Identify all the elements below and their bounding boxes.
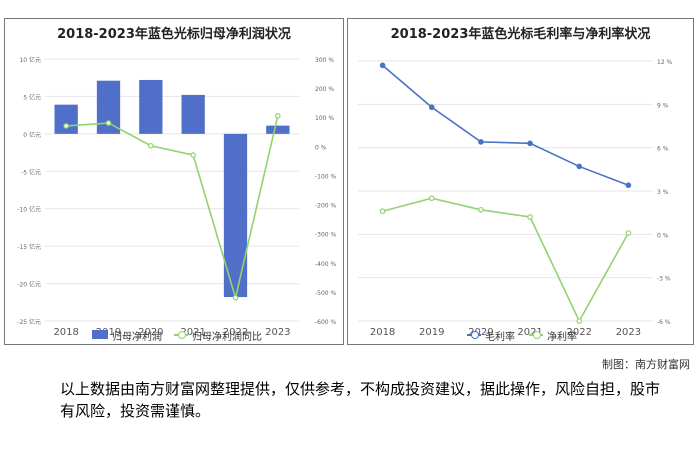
point-gross-margin bbox=[478, 139, 484, 145]
x-tick-label: 2018 bbox=[53, 327, 78, 338]
y-left-tick-label: -20 亿元 bbox=[17, 281, 41, 289]
y-left-tick-label: 0 亿元 bbox=[23, 131, 41, 139]
y-right-tick-label: 3 % bbox=[657, 189, 669, 196]
y-right-tick-label: 0 % bbox=[315, 144, 327, 151]
legend-marker-net bbox=[533, 331, 541, 339]
bar-profit bbox=[96, 80, 121, 134]
point-yoy bbox=[105, 120, 112, 126]
legend-label-yoy: 归母净利润同比 bbox=[192, 332, 262, 343]
point-net-margin bbox=[478, 206, 484, 213]
x-tick-label: 2018 bbox=[370, 327, 395, 338]
y-left-tick-label: -5 亿元 bbox=[21, 168, 41, 176]
y-right-tick-label: 0 % bbox=[657, 232, 669, 239]
y-right-tick-label: -200 % bbox=[315, 203, 337, 210]
x-tick-label: 2023 bbox=[616, 327, 641, 338]
chart-credit: 制图：南方财富网 bbox=[602, 358, 690, 371]
left-chart-title: 2018-2023年蓝色光标归母净利润状况 bbox=[57, 27, 291, 42]
legend-marker-line bbox=[178, 331, 186, 339]
y-left-tick-label: -15 亿元 bbox=[17, 243, 41, 251]
y-right-tick-label: -300 % bbox=[315, 232, 337, 239]
x-tick-label: 2020 bbox=[138, 327, 163, 338]
bar-profit bbox=[223, 133, 248, 298]
legend-swatch-bar bbox=[92, 330, 108, 339]
bar-profit bbox=[139, 79, 163, 134]
y-right-tick-label: -6 % bbox=[657, 319, 671, 326]
point-yoy bbox=[63, 123, 69, 129]
left-chart-svg: 10 亿元 5 亿元 0 亿元 -5 亿元 -10 亿元 -15 亿元 -20 亿元 -25 … bbox=[17, 56, 337, 338]
legend-label-net: 净利率 bbox=[547, 332, 577, 343]
y-right-tick-label: -100 % bbox=[315, 173, 337, 180]
left-chart-panel: 2018-2023年蓝色光标归母净利润状况 10 亿元 5 亿元 0 亿元 -5 亿元… bbox=[4, 18, 344, 345]
y-left-tick-label: -10 亿元 bbox=[17, 206, 41, 214]
point-net-margin bbox=[527, 214, 533, 220]
x-tick-label: 2021 bbox=[180, 327, 205, 338]
x-tick-label: 2023 bbox=[265, 327, 290, 338]
bar-profit bbox=[266, 125, 290, 134]
y-right-tick-label: 300 % bbox=[315, 57, 334, 64]
point-yoy bbox=[190, 152, 196, 158]
legend-label-profit: 归母净利润 bbox=[112, 332, 162, 343]
x-tick-label: 2022 bbox=[567, 327, 592, 338]
disclaimer-text: 以上数据由南方财富网整理提供，仅供参考，不构成投资建议，据此操作，风险自担，股市… bbox=[60, 380, 661, 420]
point-net-margin bbox=[625, 230, 632, 236]
point-net-margin bbox=[379, 208, 386, 215]
y-right-tick-label: -600 % bbox=[315, 319, 337, 326]
point-yoy bbox=[275, 112, 281, 119]
x-tick-label: 2021 bbox=[517, 327, 542, 338]
right-chart-svg: 12 % 9 % 6 % 3 % 0 % -3 % -6 % 2018 2019 2020 2021… bbox=[358, 59, 673, 338]
point-gross-margin bbox=[576, 163, 583, 170]
y-right-tick-label: 9 % bbox=[657, 102, 669, 109]
line-gross-margin bbox=[382, 64, 629, 186]
y-right-tick-label: -400 % bbox=[315, 261, 337, 268]
right-chart-panel: 2018-2023年蓝色光标毛利率与净利率状况 12 % 9 % 6 % 3 % 0 %… bbox=[347, 18, 694, 345]
point-gross-margin bbox=[428, 104, 435, 111]
left-legend: 归母净利润 归母净利润同比 bbox=[4, 328, 342, 343]
bar-profit bbox=[54, 104, 78, 134]
x-tick-label: 2019 bbox=[419, 327, 444, 338]
bar-profit bbox=[181, 94, 205, 134]
line-net-margin bbox=[382, 197, 630, 323]
point-net-margin bbox=[428, 195, 435, 202]
x-tick-label: 2019 bbox=[96, 327, 121, 338]
point-gross-margin bbox=[625, 182, 632, 189]
point-net-margin bbox=[576, 318, 583, 324]
point-gross-margin bbox=[527, 140, 533, 147]
x-tick-label: 2022 bbox=[223, 327, 248, 338]
point-yoy bbox=[232, 294, 239, 301]
legend-label-gross: 毛利率 bbox=[485, 332, 515, 343]
y-right-tick-label: -3 % bbox=[657, 276, 671, 283]
y-right-tick-label: 100 % bbox=[315, 115, 334, 122]
legend-marker-gross bbox=[471, 331, 479, 339]
right-chart-title: 2018-2023年蓝色光标毛利率与净利率状况 bbox=[390, 27, 651, 42]
y-right-tick-label: -500 % bbox=[315, 290, 337, 297]
y-left-tick-label: 10 亿元 bbox=[19, 56, 41, 64]
point-yoy bbox=[148, 142, 154, 149]
y-right-tick-label: 6 % bbox=[657, 146, 669, 153]
x-tick-label: 2020 bbox=[468, 327, 493, 338]
point-gross-margin bbox=[379, 62, 386, 69]
y-left-tick-label: 5 亿元 bbox=[23, 93, 41, 101]
y-left-tick-label: -25 亿元 bbox=[17, 318, 41, 326]
y-right-tick-label: 200 % bbox=[315, 86, 334, 93]
right-legend: 毛利率 净利率 bbox=[347, 328, 692, 343]
line-yoy bbox=[66, 115, 279, 301]
y-right-tick-label: 12 % bbox=[657, 59, 673, 66]
